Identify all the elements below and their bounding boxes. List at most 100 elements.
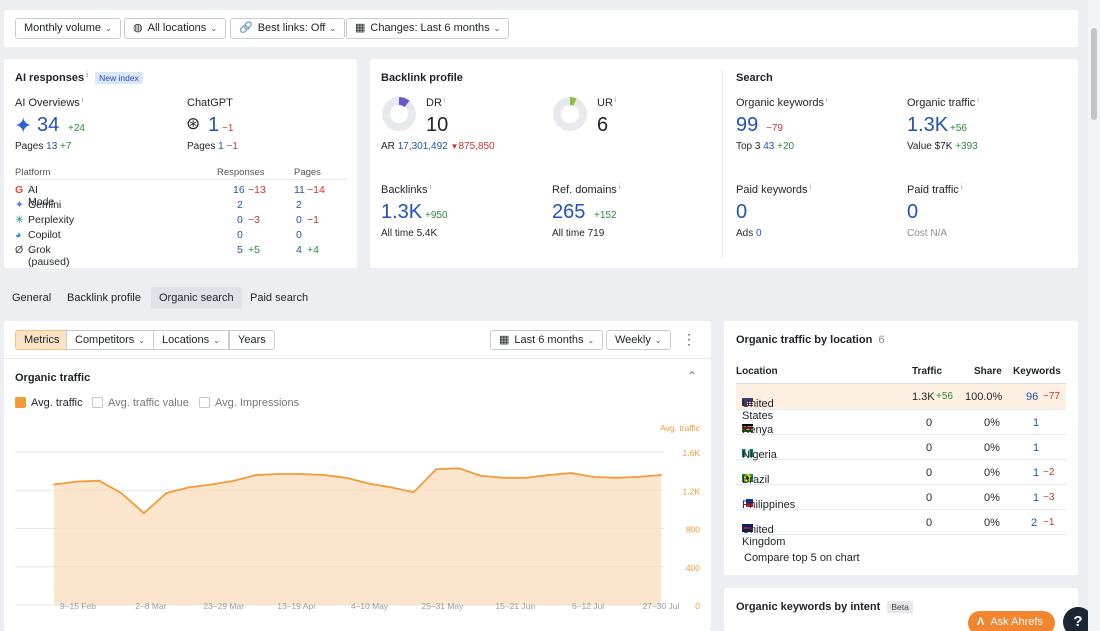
scrollbar-thumb[interactable] (1091, 28, 1097, 120)
best-links-dropdown[interactable]: 🔗 Best links: Off ⌄ (230, 18, 346, 39)
keywords-value[interactable]: 96 (1026, 391, 1039, 403)
segment-years[interactable]: Years (229, 330, 275, 350)
segment-competitors[interactable]: Competitors ⌄ (66, 330, 154, 350)
keywords-value[interactable]: 2 (1031, 517, 1038, 529)
responses-value[interactable]: 2 (237, 199, 243, 211)
location-panel-title: Organic traffic by location 6 (736, 334, 885, 346)
location-row[interactable]: Kenya 0 0% 1 (736, 410, 1066, 436)
top3-value[interactable]: 43 (763, 141, 775, 152)
ads-row: Ads 0 (736, 228, 762, 239)
data-point (615, 476, 617, 479)
info-icon: i (809, 184, 812, 191)
pages-value[interactable]: 0 (296, 229, 302, 241)
traffic-line (53, 467, 662, 515)
data-point (75, 480, 78, 483)
tab-backlink-profile[interactable]: Backlink profile (67, 292, 141, 304)
info-icon: i (614, 97, 617, 104)
organic-keywords-value[interactable]: 99 (736, 114, 759, 136)
ai-overviews-value[interactable]: 34 (37, 114, 60, 136)
checkbox-avg-traffic[interactable]: Avg. traffic (15, 397, 83, 409)
location-row[interactable]: Philippines 0 0% 1 −3 (736, 485, 1066, 511)
paid-traffic-value[interactable]: 0 (907, 201, 919, 223)
checkbox-label: Avg. traffic value (108, 397, 189, 409)
responses-value[interactable]: 5 (237, 244, 243, 256)
intent-panel-title: Organic keywords by intent Beta (736, 601, 913, 613)
location-row[interactable]: United States 1.3K +56 100.0% 96 −77 (736, 384, 1066, 422)
platform-row[interactable]: G AI Mode i 16 −13 11 −14 (15, 184, 345, 208)
chatgpt-value[interactable]: 1 (208, 114, 220, 136)
platform-row[interactable]: ✳ Perplexity 0 −3 0 −1 (15, 214, 345, 229)
locations-dropdown[interactable]: ◍ All locations ⌄ (124, 18, 227, 39)
pages-value[interactable]: 4 (296, 244, 302, 256)
cost-label: Cost (907, 228, 928, 239)
calendar-icon: ▦ (355, 22, 366, 34)
pages-value[interactable]: 11 (294, 184, 305, 196)
platform-row[interactable]: Ø Grok (paused) i 5 +5 4 +4 (15, 244, 345, 268)
data-point (412, 491, 415, 494)
chevron-up-icon[interactable]: ⌃ (687, 369, 698, 383)
platform-row[interactable]: ✦ Gemini 2 2 (15, 199, 345, 214)
keywords-value[interactable]: 1 (1033, 417, 1040, 429)
pages-value[interactable]: 1 (218, 141, 224, 152)
chevron-down-icon: ⌄ (138, 336, 145, 345)
country-name: United States (742, 398, 774, 422)
data-point (53, 483, 55, 486)
x-tick-label: 13–19 Apr (277, 601, 316, 611)
location-row[interactable]: Nigeria 0 0% 1 (736, 435, 1066, 461)
monthly-volume-label: Monthly volume (24, 22, 102, 34)
backlinks-value[interactable]: 1.3K (381, 201, 423, 223)
tab-general[interactable]: General (12, 292, 52, 304)
location-row[interactable]: United Kingdom 0 0% 2 −1 (736, 510, 1066, 548)
keywords-value[interactable]: 1 (1033, 467, 1040, 479)
checkbox-label: Avg. Impressions (215, 397, 300, 409)
tab-paid-search[interactable]: Paid search (250, 292, 309, 304)
responses-value[interactable]: 0 (237, 229, 243, 241)
data-point (390, 486, 393, 489)
responses-value[interactable]: 0 (237, 214, 243, 226)
scrollbar-track[interactable] (1088, 0, 1100, 631)
divider (4, 358, 711, 359)
chatgpt-label: ChatGPT (187, 97, 233, 109)
checkbox-avg-traffic-value[interactable]: Avg. traffic value (92, 397, 189, 409)
keywords-value[interactable]: 1 (1033, 442, 1040, 454)
ref-domains-value[interactable]: 265 (552, 201, 586, 223)
ref-domains-label: Ref. domains i (552, 184, 620, 196)
ai-responses-title-text: AI responses (15, 72, 85, 84)
platform-row[interactable]: ◕ Copilot 0 0 (15, 229, 345, 244)
checkbox-avg-impressions[interactable]: Avg. Impressions (199, 397, 299, 409)
divider (722, 70, 723, 258)
interval-label: Weekly (615, 334, 651, 346)
segment-metrics[interactable]: Metrics (15, 330, 69, 350)
ask-ahrefs-button[interactable]: Λ Ask Ahrefs (968, 611, 1055, 631)
top3-delta: +20 (777, 141, 795, 152)
organic-traffic-value[interactable]: 1.3K (907, 114, 949, 136)
compare-top5-link[interactable]: Compare top 5 on chart (744, 552, 860, 564)
flag-us-icon (742, 398, 753, 406)
data-point (322, 474, 325, 476)
paid-keywords-label: Paid keywords i (736, 184, 811, 196)
ads-value[interactable]: 0 (756, 228, 762, 239)
changes-dropdown[interactable]: ▦ Changes: Last 6 months ⌄ (346, 18, 510, 39)
ar-row: AR 17,301,492 ▼875,850 (381, 141, 495, 152)
ar-value[interactable]: 17,301,492 (397, 141, 448, 152)
keywords-value[interactable]: 1 (1033, 492, 1040, 504)
monthly-volume-dropdown[interactable]: Monthly volume ⌄ (15, 18, 121, 39)
pages-value[interactable]: 2 (296, 199, 302, 211)
info-icon: i (618, 184, 621, 191)
interval-dropdown[interactable]: Weekly ⌄ (606, 330, 671, 350)
more-options-icon[interactable]: ⋮ (682, 331, 696, 347)
range-dropdown[interactable]: ▦ Last 6 months ⌄ (490, 330, 604, 350)
share-value: 0% (984, 442, 1000, 454)
x-tick-label: 9–15 Feb (60, 601, 96, 611)
pages-value[interactable]: 0 (296, 214, 302, 226)
best-links-label: Best links: Off (257, 22, 326, 34)
tab-organic-search[interactable]: Organic search (151, 287, 242, 309)
chevron-down-icon: ⌄ (587, 336, 595, 345)
responses-value[interactable]: 16 (233, 184, 245, 196)
x-tick-label: 2–8 Mar (135, 601, 166, 611)
ref-domains-alltime: All time 719 (552, 228, 604, 239)
paid-keywords-value[interactable]: 0 (736, 201, 748, 223)
pages-value[interactable]: 13 (46, 141, 58, 152)
location-row[interactable]: Brazil 0 0% 1 −2 (736, 460, 1066, 486)
segment-locations[interactable]: Locations ⌄ (153, 330, 229, 350)
